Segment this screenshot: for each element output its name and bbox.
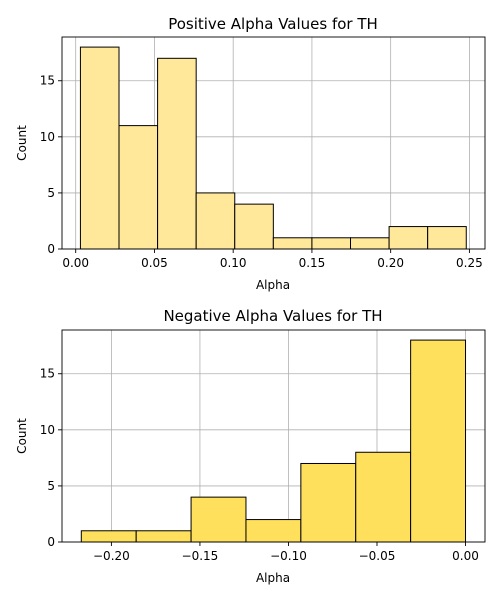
y-tick-label: 10 xyxy=(40,130,55,144)
histogram-bar xyxy=(272,237,313,250)
histogram-bar xyxy=(311,237,352,250)
x-tick-label: 0.20 xyxy=(377,256,404,270)
x-tick-label: 0.00 xyxy=(62,256,89,270)
x-tick-label: 0.05 xyxy=(141,256,168,270)
histogram-bar xyxy=(355,451,412,543)
histogram-bar xyxy=(118,125,159,250)
y-tick-label: 5 xyxy=(47,186,55,200)
y-tick-label: 0 xyxy=(47,535,55,549)
histogram-bar xyxy=(135,530,192,543)
y-tick-label: 15 xyxy=(40,74,55,88)
histogram-bar xyxy=(80,530,137,543)
y-tick-label: 5 xyxy=(47,479,55,493)
histogram-bar xyxy=(234,203,274,250)
histogram-bar xyxy=(388,226,429,250)
negative-alpha-histogram: Negative Alpha Values for TH Alpha Count… xyxy=(15,307,486,585)
histogram-bar xyxy=(190,496,247,543)
y-tick-label: 10 xyxy=(40,423,55,437)
x-tick-label: −0.05 xyxy=(359,549,396,563)
x-axis-label: Alpha xyxy=(256,571,290,585)
histogram-bar xyxy=(157,57,197,250)
y-tick-label: 0 xyxy=(47,242,55,256)
x-tick-label: −0.15 xyxy=(182,549,219,563)
histogram-bar xyxy=(195,192,236,250)
histogram-bar xyxy=(410,339,467,543)
x-tick-label: −0.10 xyxy=(270,549,307,563)
histogram-bar xyxy=(427,226,467,250)
histogram-bar xyxy=(245,519,302,543)
x-tick-label: 0.10 xyxy=(220,256,247,270)
plot-frame xyxy=(61,329,486,543)
y-axis-label: Count xyxy=(15,125,29,161)
bars xyxy=(80,339,467,543)
bars xyxy=(79,46,467,250)
x-tick-label: 0.15 xyxy=(299,256,326,270)
y-tick-label: 15 xyxy=(40,367,55,381)
histogram-bar xyxy=(300,462,357,543)
x-tick-label: 0.25 xyxy=(456,256,483,270)
x-tick-label: −0.20 xyxy=(93,549,130,563)
y-axis-label: Count xyxy=(15,418,29,454)
chart-title: Negative Alpha Values for TH xyxy=(163,307,382,325)
chart-title: Positive Alpha Values for TH xyxy=(168,15,378,33)
histogram-bar xyxy=(79,46,120,250)
plot-frame xyxy=(61,36,486,250)
x-axis-label: Alpha xyxy=(256,278,290,292)
histogram-bar xyxy=(350,237,390,250)
x-tick-label: 0.00 xyxy=(452,549,479,563)
positive-alpha-histogram: Positive Alpha Values for TH Alpha Count… xyxy=(15,15,486,292)
